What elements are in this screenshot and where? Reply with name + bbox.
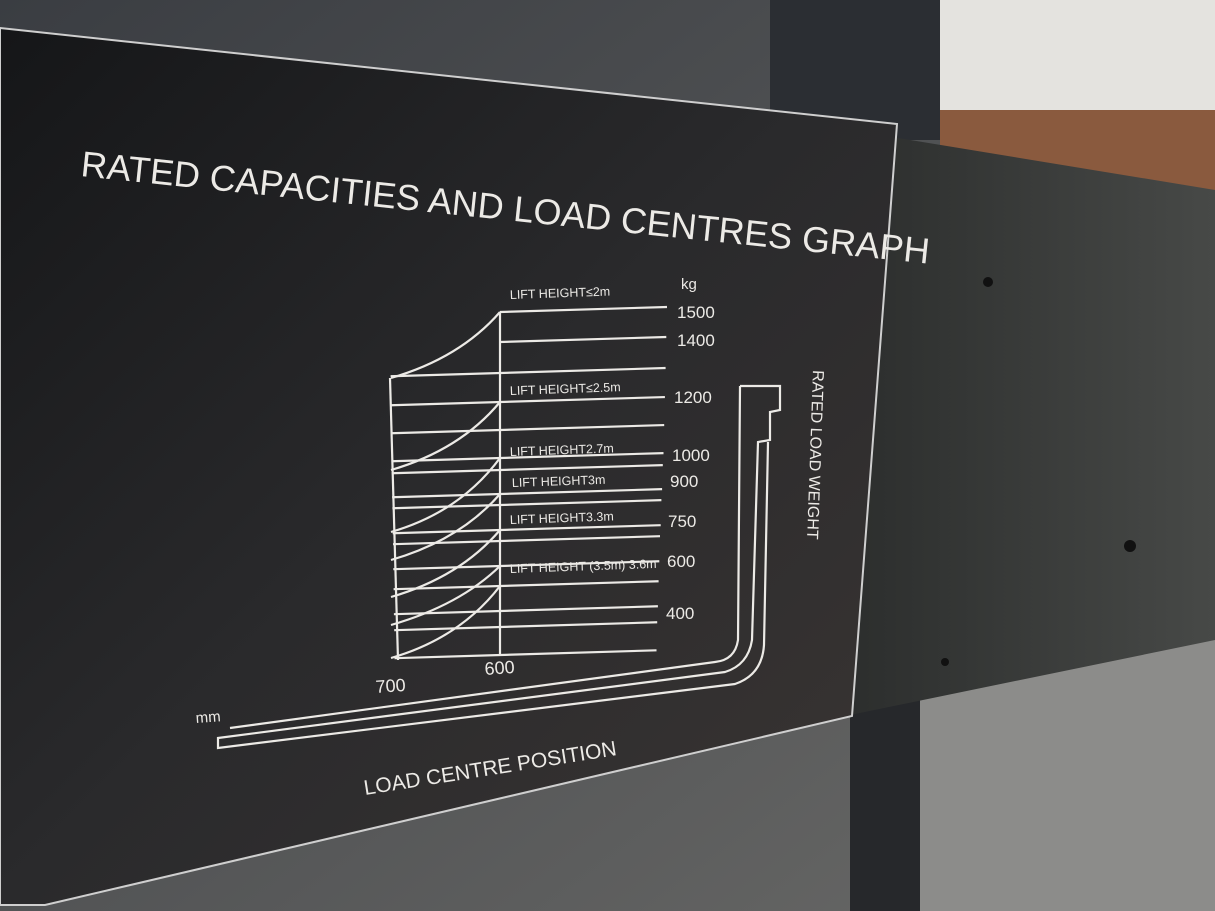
grid-line — [392, 488, 663, 499]
grid-line — [390, 395, 665, 407]
unit-kg: kg — [681, 276, 697, 293]
capacity-curve — [390, 565, 501, 627]
grid-line — [394, 649, 657, 660]
y-tick-1400: 1400 — [677, 331, 715, 350]
capacity-curve — [390, 493, 501, 562]
lift-height-label: LIFT HEIGHT≤2.5m — [510, 380, 621, 398]
capacity-curve — [390, 585, 501, 660]
x-tick-600: 600 — [484, 657, 515, 679]
grid-line — [394, 621, 658, 632]
grid-line — [392, 524, 661, 535]
y-tick-400: 400 — [666, 604, 694, 623]
metal-bracket — [850, 135, 1215, 715]
capacity-graph — [388, 305, 668, 661]
grid-line — [391, 451, 664, 463]
capacity-curve — [390, 529, 501, 599]
capacity-plate — [0, 26, 899, 906]
y-tick-900: 900 — [670, 472, 698, 491]
sky — [940, 0, 1215, 120]
capacity-curve — [390, 457, 501, 534]
lift-height-label: LIFT HEIGHT3m — [512, 473, 606, 490]
grid-line — [499, 305, 668, 314]
x-tick-700: 700 — [375, 675, 406, 697]
lift-height-label: LIFT HEIGHT2.7m — [510, 441, 614, 459]
y-tick-750: 750 — [668, 512, 696, 531]
grid-line — [390, 366, 666, 378]
grid-line — [393, 580, 659, 591]
grid-line — [392, 499, 662, 510]
y-tick-600: 600 — [667, 552, 695, 571]
grid-line — [393, 560, 660, 571]
grid-line — [391, 464, 663, 475]
fork-outline — [216, 384, 782, 750]
y-tick-1200: 1200 — [674, 388, 712, 407]
grid-line — [393, 605, 658, 616]
grid-line-700 — [388, 377, 400, 661]
capacity-curve — [390, 311, 501, 380]
lift-height-label: LIFT HEIGHT (3.5m) 3.6m — [510, 557, 657, 576]
y-tick-1000: 1000 — [672, 446, 710, 465]
fork-inner-outline — [229, 385, 742, 730]
y-axis-label: RATED LOAD WEIGHT — [803, 370, 826, 540]
mast-lower — [850, 700, 920, 911]
lift-height-label: LIFT HEIGHT3.3m — [510, 509, 614, 527]
bolt-hole — [983, 277, 993, 287]
bolt-hole — [1124, 540, 1136, 552]
grid-line — [499, 335, 667, 344]
capacity-curve — [390, 401, 501, 472]
unit-mm: mm — [195, 708, 221, 727]
lift-height-label: LIFT HEIGHT≤2m — [510, 285, 611, 302]
y-tick-1500: 1500 — [677, 303, 715, 322]
grid-line — [391, 423, 665, 435]
bolt-hole — [941, 658, 949, 666]
